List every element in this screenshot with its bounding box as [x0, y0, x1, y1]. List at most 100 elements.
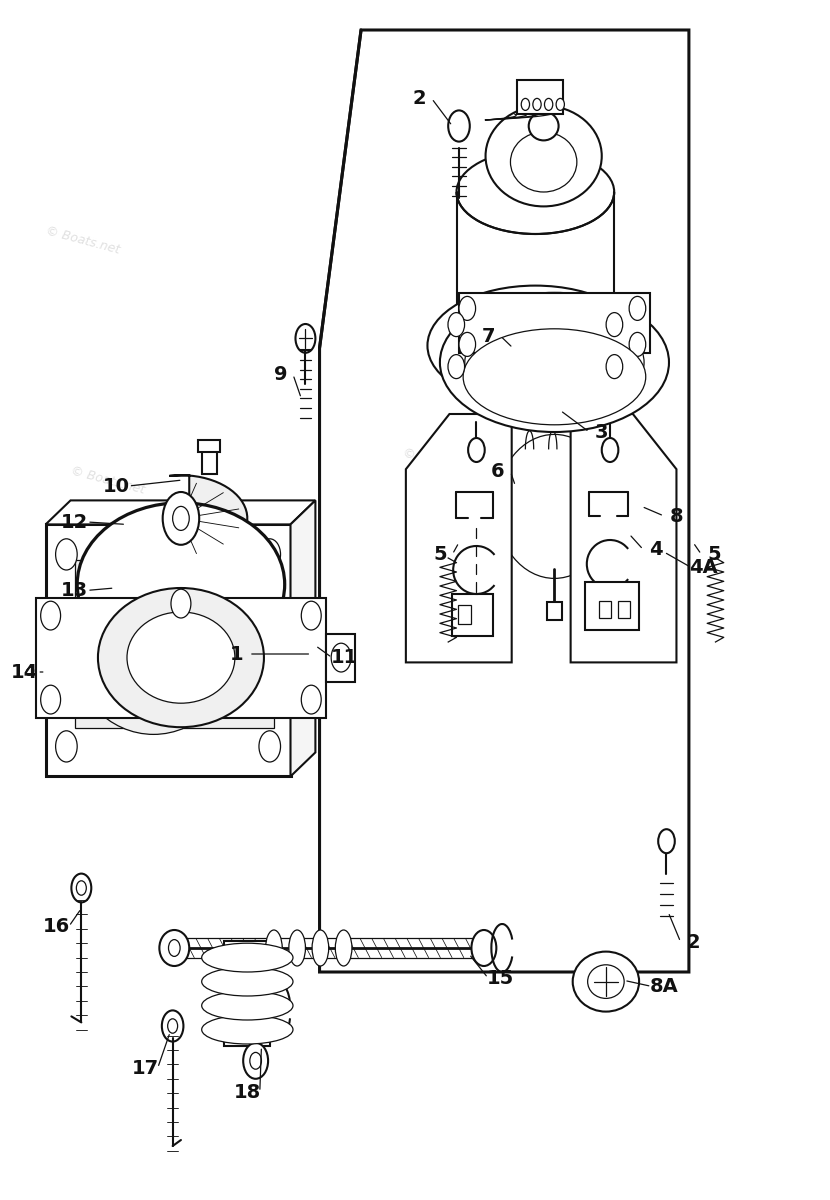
Ellipse shape [452, 296, 618, 388]
Bar [224, 941, 270, 1046]
Text: 18: 18 [234, 1082, 261, 1102]
Circle shape [448, 312, 465, 336]
Ellipse shape [573, 952, 639, 1012]
Text: 17: 17 [132, 1058, 159, 1078]
Text: 9: 9 [274, 365, 287, 384]
Text: 6: 6 [491, 462, 505, 481]
Circle shape [459, 332, 476, 356]
Circle shape [544, 98, 553, 110]
Circle shape [600, 316, 620, 344]
Circle shape [168, 940, 180, 956]
Polygon shape [290, 500, 315, 776]
Text: 2: 2 [413, 89, 426, 108]
Ellipse shape [510, 132, 577, 192]
Ellipse shape [289, 930, 305, 966]
Ellipse shape [159, 930, 189, 966]
Ellipse shape [77, 503, 285, 666]
Text: O: O [25, 666, 35, 678]
Ellipse shape [503, 444, 606, 569]
Text: 2: 2 [686, 932, 700, 952]
Circle shape [468, 438, 485, 462]
Circle shape [171, 589, 191, 618]
Bar [46, 524, 290, 776]
Text: 4A: 4A [690, 558, 718, 577]
Ellipse shape [98, 588, 264, 727]
Ellipse shape [529, 112, 559, 140]
Bar [290, 641, 324, 686]
Circle shape [606, 312, 622, 336]
Circle shape [56, 731, 77, 762]
Text: 13: 13 [61, 581, 88, 600]
Circle shape [301, 601, 321, 630]
Ellipse shape [295, 648, 320, 679]
Circle shape [41, 685, 61, 714]
Circle shape [629, 332, 646, 356]
Text: 15: 15 [487, 968, 514, 988]
Circle shape [658, 829, 675, 853]
Circle shape [448, 110, 470, 142]
Circle shape [556, 98, 564, 110]
Circle shape [301, 685, 321, 714]
Text: 14: 14 [12, 662, 38, 682]
Text: © Boats.net: © Boats.net [45, 224, 121, 256]
Ellipse shape [202, 943, 293, 972]
Text: 5: 5 [433, 545, 447, 564]
Bar [547, 602, 562, 620]
Bar [198, 440, 220, 452]
Text: 8A: 8A [650, 977, 678, 996]
Bar [326, 634, 355, 682]
Circle shape [76, 881, 86, 895]
Circle shape [570, 370, 590, 398]
Polygon shape [75, 560, 274, 728]
Ellipse shape [588, 965, 624, 998]
Text: 4: 4 [649, 540, 662, 559]
Text: 3: 3 [595, 422, 608, 442]
Circle shape [540, 341, 569, 384]
Bar [517, 80, 563, 114]
Bar [544, 386, 564, 416]
Circle shape [188, 661, 218, 704]
Polygon shape [571, 414, 676, 662]
Ellipse shape [503, 444, 606, 569]
Circle shape [471, 930, 496, 966]
Text: 10: 10 [103, 476, 129, 496]
Polygon shape [406, 414, 511, 662]
Bar [202, 450, 217, 474]
Ellipse shape [335, 930, 352, 966]
Ellipse shape [202, 967, 293, 996]
Ellipse shape [71, 554, 237, 734]
Ellipse shape [465, 311, 644, 414]
Text: 11: 11 [331, 648, 358, 667]
Bar [459, 293, 650, 353]
Circle shape [168, 1019, 178, 1033]
Circle shape [259, 539, 281, 570]
Circle shape [162, 1010, 183, 1042]
Bar [36, 598, 326, 718]
Circle shape [448, 354, 465, 378]
Circle shape [71, 874, 91, 902]
Circle shape [459, 296, 476, 320]
Bar [618, 601, 630, 618]
Circle shape [629, 296, 646, 320]
Circle shape [481, 370, 500, 398]
Text: © Boats.net: © Boats.net [70, 464, 146, 496]
Circle shape [295, 324, 315, 353]
Circle shape [451, 316, 471, 344]
Circle shape [602, 438, 618, 462]
Circle shape [243, 1043, 268, 1079]
Circle shape [259, 731, 281, 762]
Bar [585, 582, 639, 630]
Circle shape [533, 98, 541, 110]
Ellipse shape [457, 150, 614, 234]
Circle shape [250, 1052, 261, 1069]
Ellipse shape [463, 329, 646, 425]
Bar [599, 601, 611, 618]
Ellipse shape [486, 106, 602, 206]
Text: 5: 5 [707, 545, 720, 564]
Ellipse shape [440, 293, 669, 432]
Circle shape [163, 492, 199, 545]
Text: 8: 8 [670, 506, 683, 526]
Ellipse shape [127, 612, 235, 703]
Ellipse shape [202, 1015, 293, 1044]
Ellipse shape [457, 288, 614, 372]
